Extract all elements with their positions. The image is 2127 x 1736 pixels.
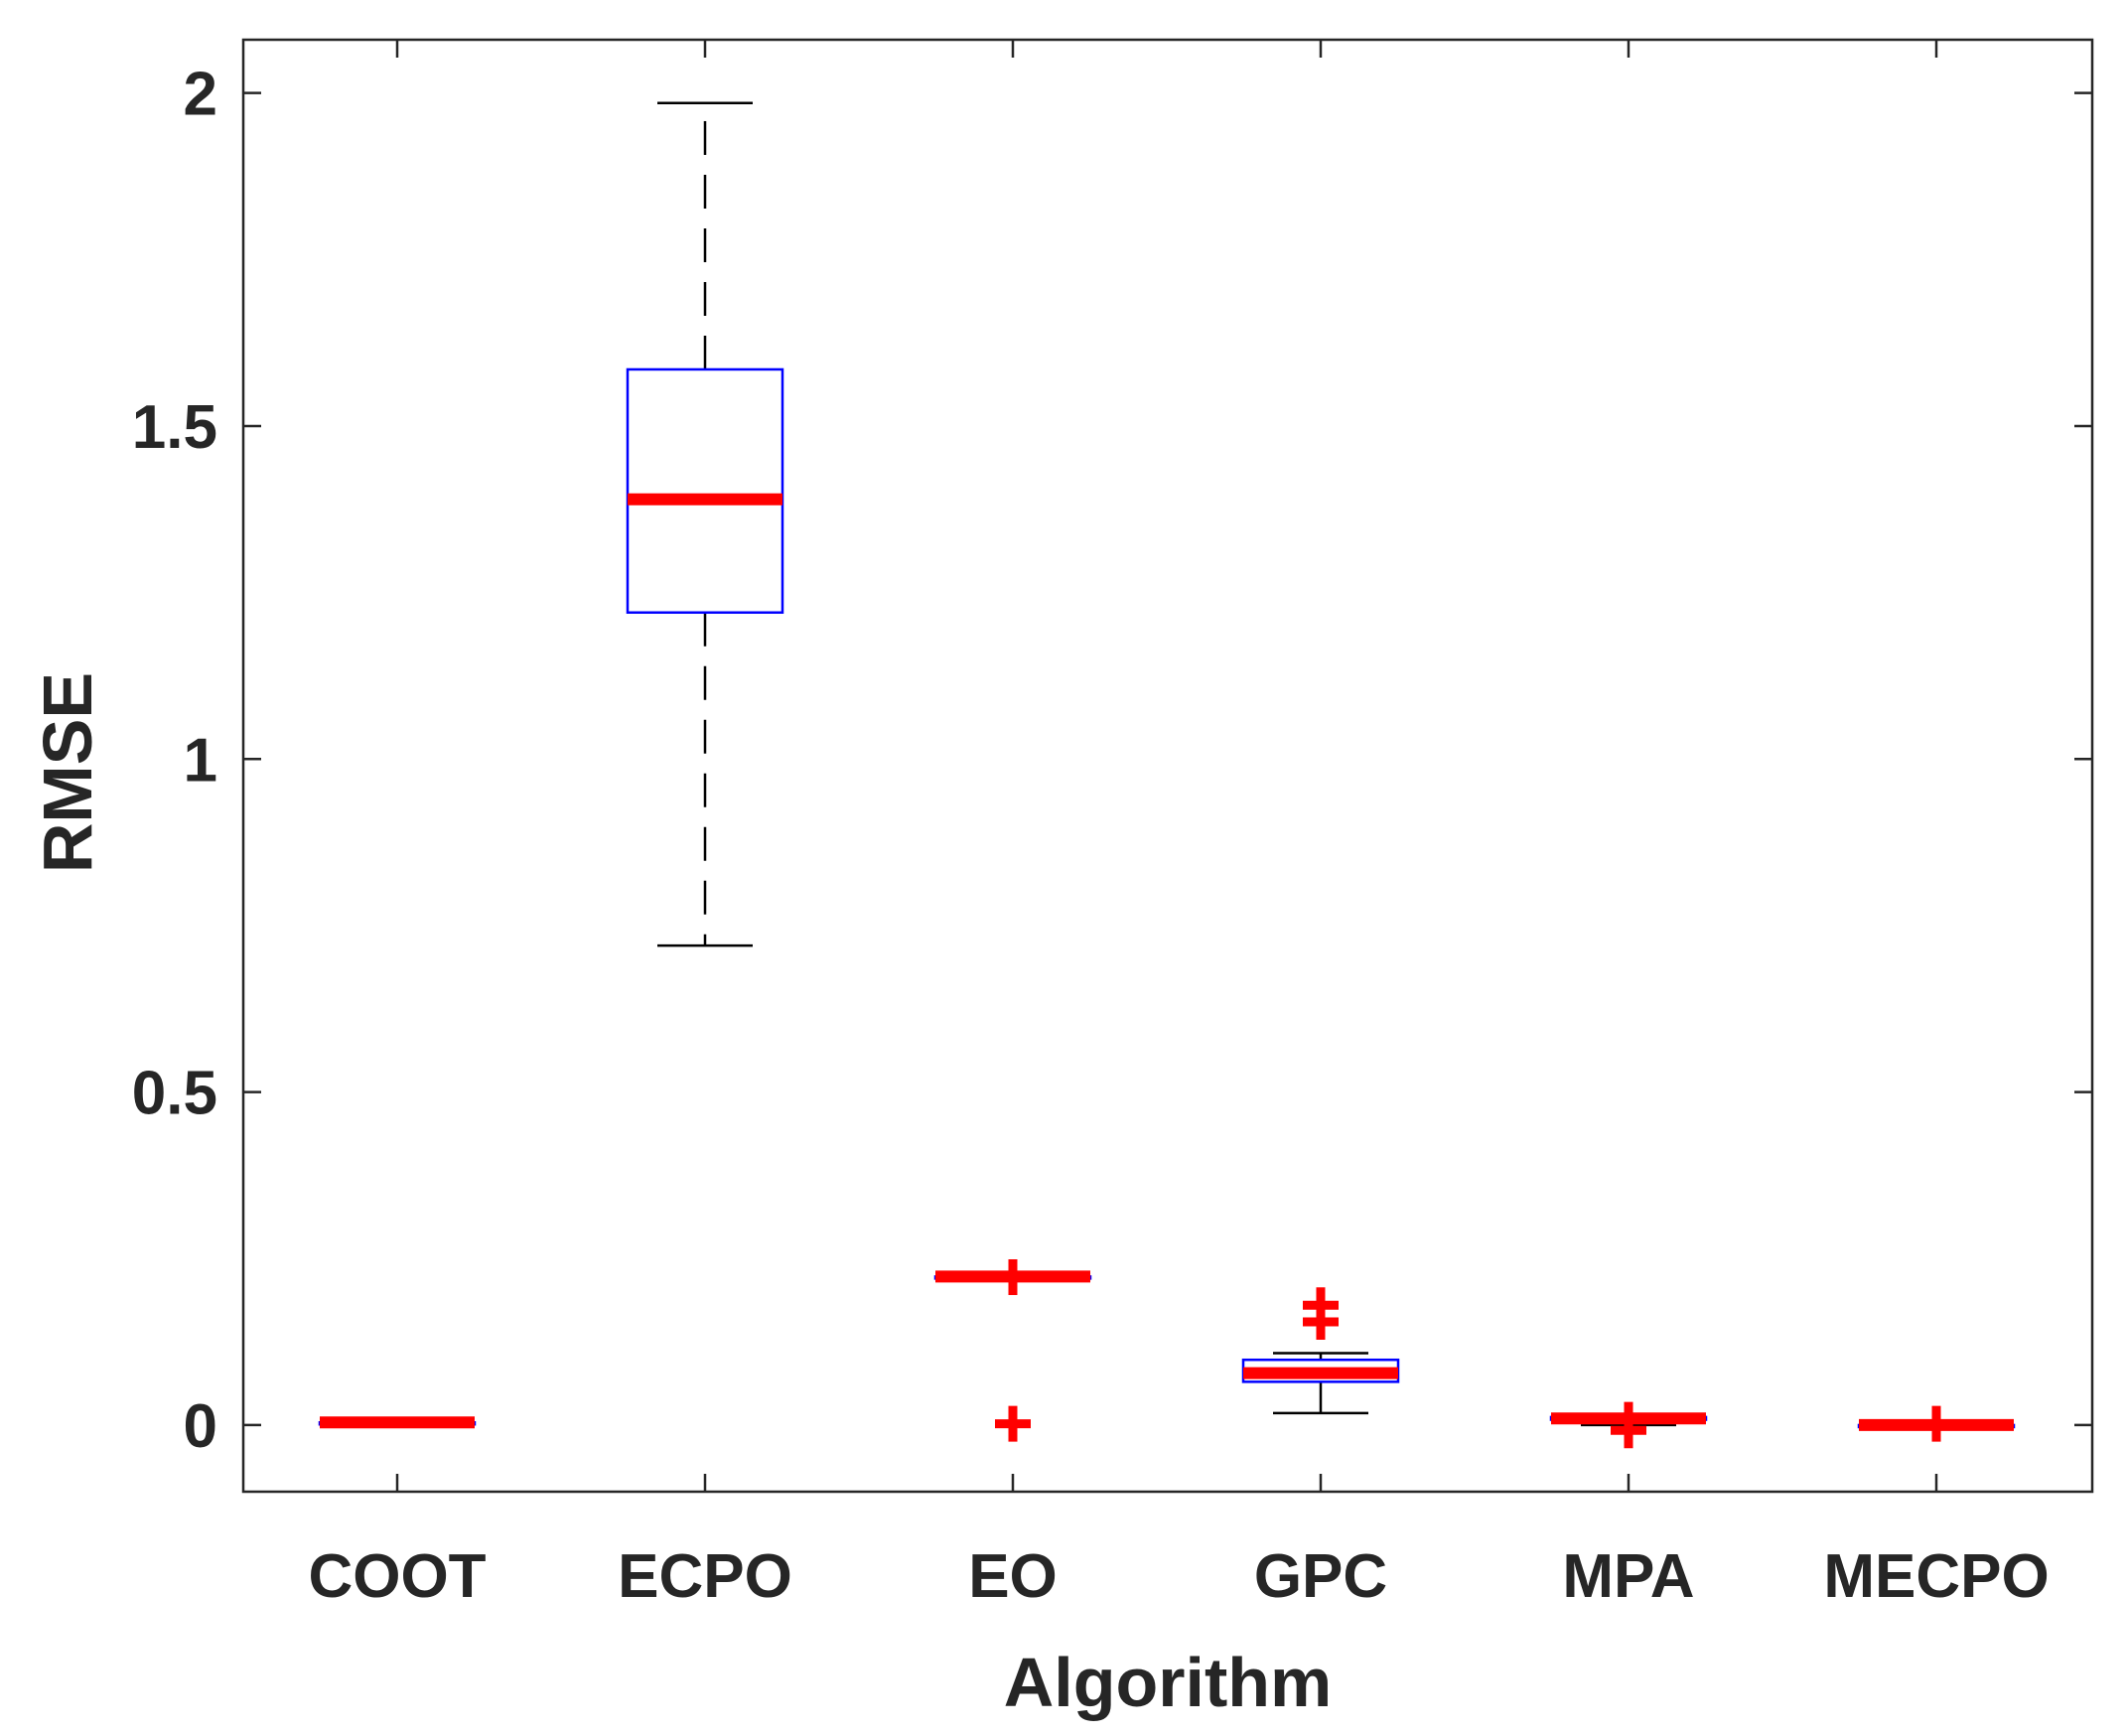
box-ecpo bbox=[626, 101, 784, 947]
x-tick-label: MECPO bbox=[1823, 1542, 2049, 1611]
x-axis-title: Algorithm bbox=[1004, 1644, 1333, 1721]
y-tick-label: 0.5 bbox=[132, 1060, 217, 1128]
x-tick-label: GPC bbox=[1254, 1542, 1387, 1611]
x-tick-label: MPA bbox=[1562, 1542, 1694, 1611]
y-tick-label: 1 bbox=[184, 726, 217, 795]
iqr-box bbox=[626, 367, 784, 615]
x-tick-label: ECPO bbox=[618, 1542, 792, 1611]
box-eo bbox=[933, 1259, 1092, 1442]
y-tick-label: 0 bbox=[184, 1392, 217, 1461]
box-coot bbox=[318, 1416, 477, 1429]
y-tick-label: 2 bbox=[184, 61, 217, 129]
y-axis: 0 0.5 1 1.5 2 bbox=[132, 61, 2092, 1461]
box-gpc bbox=[1241, 1287, 1400, 1415]
plot-area bbox=[241, 38, 2094, 1494]
y-tick-label: 1.5 bbox=[132, 393, 217, 462]
y-axis-title: RMSE bbox=[29, 672, 106, 873]
box-mecpo bbox=[1857, 1405, 2016, 1442]
box-series bbox=[318, 101, 2016, 1449]
box-mpa bbox=[1549, 1401, 1708, 1449]
x-axis: COOT ECPO EO GPC MPA MECPO bbox=[308, 40, 2050, 1611]
x-tick-label: COOT bbox=[308, 1542, 486, 1611]
x-tick-label: EO bbox=[968, 1542, 1058, 1611]
